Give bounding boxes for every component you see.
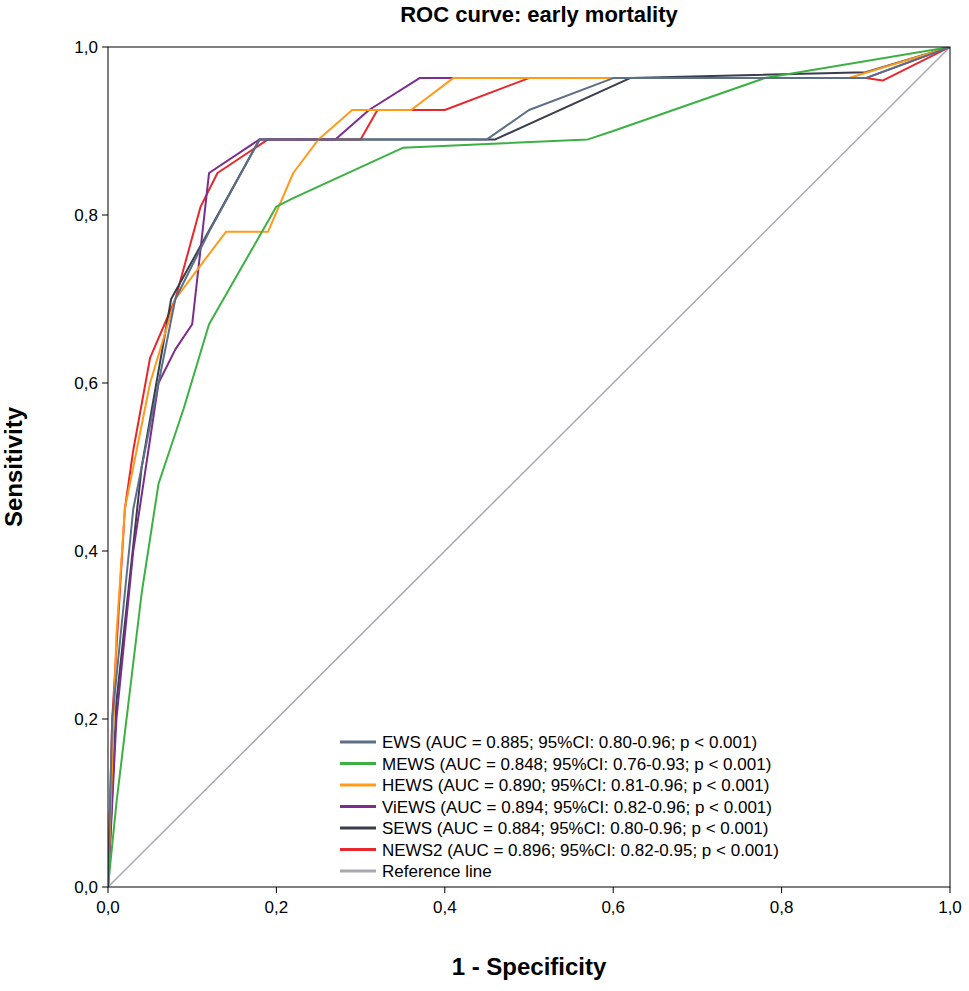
legend-label: EWS (AUC = 0.885; 95%CI: 0.80-0.96; p < … xyxy=(382,733,757,752)
x-tick-label: 0,0 xyxy=(96,898,120,917)
y-tick-label: 0,2 xyxy=(74,710,98,729)
chart-container: ROC curve: early mortality 1 - Specificit… xyxy=(0,0,969,991)
x-tick-label: 1,0 xyxy=(938,898,962,917)
legend-swatch xyxy=(340,827,376,830)
x-tick xyxy=(781,887,782,893)
legend-swatch xyxy=(340,784,376,787)
x-tick-label: 0,2 xyxy=(265,898,289,917)
y-tick-label: 1,0 xyxy=(74,38,98,57)
y-tick-label: 0,8 xyxy=(74,206,98,225)
series-line xyxy=(108,47,950,887)
plot-lines xyxy=(108,47,950,887)
legend-label: Reference line xyxy=(382,862,492,881)
x-tick xyxy=(950,887,951,893)
plot-frame xyxy=(108,47,950,887)
x-tick-label: 0,6 xyxy=(601,898,625,917)
chart-svg: ROC curve: early mortality 1 - Specificit… xyxy=(0,0,969,991)
x-tick xyxy=(444,887,445,893)
legend-swatch xyxy=(340,870,376,873)
legend-label: ViEWS (AUC = 0.894; 95%CI: 0.82-0.96; p … xyxy=(382,798,772,817)
legend-swatch xyxy=(340,741,376,744)
x-tick xyxy=(613,887,614,893)
legend-label: HEWS (AUC = 0.890; 95%CI: 0.81-0.96; p <… xyxy=(382,776,769,795)
series-line xyxy=(108,47,950,887)
series-line xyxy=(108,47,950,887)
legend-swatch xyxy=(340,848,376,851)
x-tick xyxy=(276,887,277,893)
title: ROC curve: early mortality xyxy=(400,2,678,27)
legend-swatch xyxy=(340,762,376,765)
y-tick xyxy=(102,719,108,720)
y-tick xyxy=(102,47,108,48)
x-tick-label: 0,8 xyxy=(770,898,794,917)
x-tick-label: 0,4 xyxy=(433,898,457,917)
y-tick xyxy=(102,887,108,888)
legend-swatch xyxy=(340,805,376,808)
legend-label: MEWS (AUC = 0.848; 95%CI: 0.76-0.93; p <… xyxy=(382,755,771,774)
y-tick-label: 0,4 xyxy=(74,542,98,561)
legend-label: NEWS2 (AUC = 0.896; 95%CI: 0.82-0.95; p … xyxy=(382,841,779,860)
y-tick-label: 0,0 xyxy=(74,878,98,897)
legend: EWS (AUC = 0.885; 95%CI: 0.80-0.96; p < … xyxy=(340,733,779,881)
y-tick xyxy=(102,383,108,384)
series-line xyxy=(108,47,950,887)
x-tick xyxy=(108,887,109,893)
series-line xyxy=(108,47,950,887)
y-tick xyxy=(102,215,108,216)
y-tick xyxy=(102,551,108,552)
series-line xyxy=(108,47,950,887)
y-axis-label: Sensitivity xyxy=(0,406,27,527)
series-line xyxy=(108,47,950,887)
x-axis-label: 1 - Specificity xyxy=(452,953,607,980)
y-tick-label: 0,6 xyxy=(74,374,98,393)
legend-label: SEWS (AUC = 0.884; 95%CI: 0.80-0.96; p <… xyxy=(382,819,768,838)
